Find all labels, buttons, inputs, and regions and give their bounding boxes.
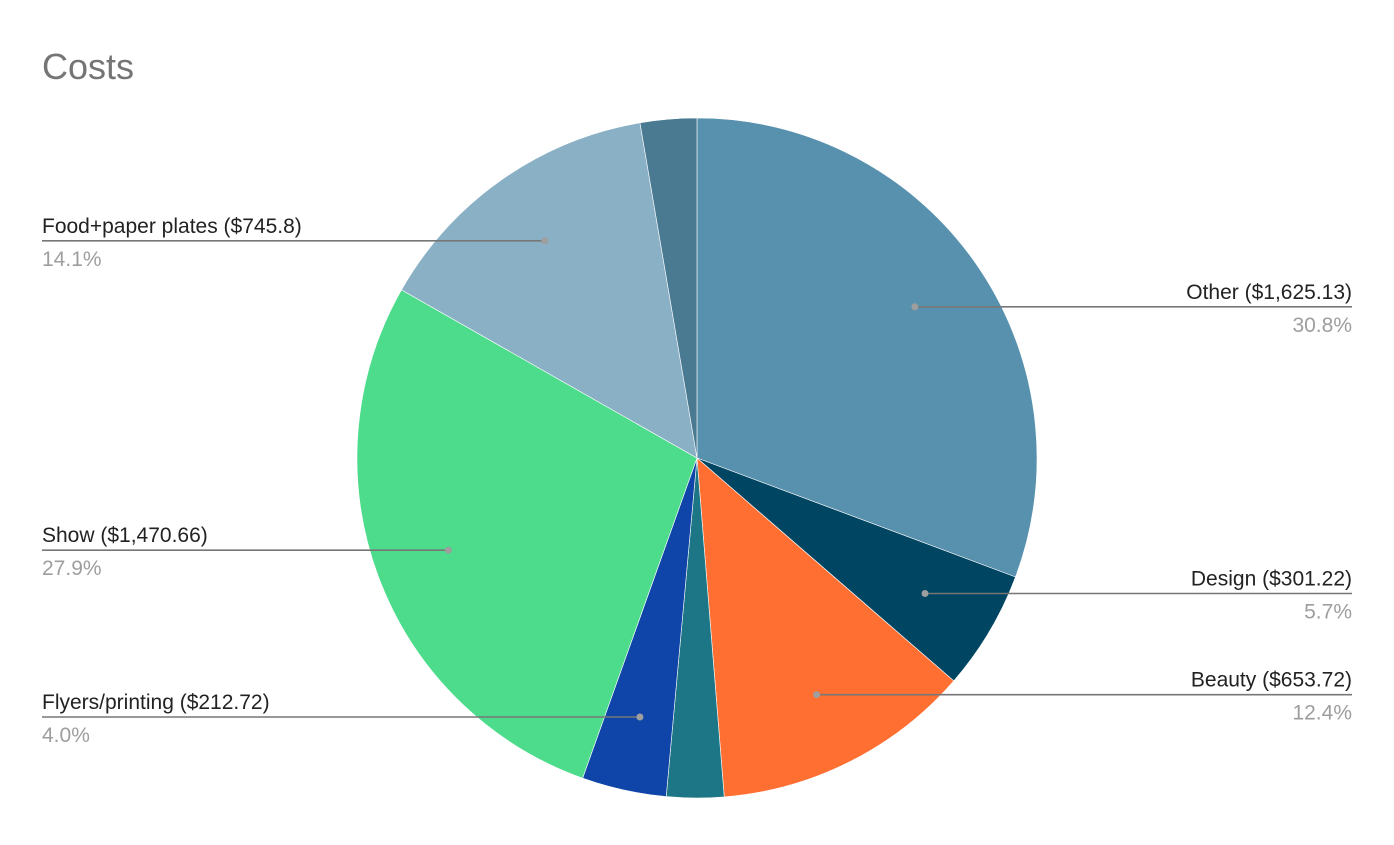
slice-label-show: Show ($1,470.66) [42,524,208,547]
leader-dot-design [921,590,929,597]
slice-percent-other: 30.8% [1292,314,1352,337]
slice-label-design: Design ($301.22) [1191,568,1352,591]
slice-label-food-paper-plates: Food+paper plates ($745.8) [42,215,302,238]
pie-slice-beauty [696,457,955,798]
leader-dot-other [911,303,919,311]
slice-percent-design: 5.7% [1304,601,1352,624]
leader-dot-flyers-printing [636,713,644,721]
slice-percent-beauty: 12.4% [1292,702,1352,725]
slice-percent-show: 27.9% [42,557,102,580]
slice-label-beauty: Beauty ($653.72) [1191,669,1352,692]
pie-slices [356,117,1038,799]
leader-dot-show [444,546,452,554]
chart-title: Costs [42,46,134,87]
slice-label-flyers-printing: Flyers/printing ($212.72) [42,691,270,714]
pie-labels: Other ($1,625.13) 30.8% Design ($301.22) 5.… [42,215,1352,747]
pie-slice-show [356,289,698,779]
leader-dot-beauty [813,691,821,699]
leader-dot-food-paper-plates [541,237,549,245]
pie-slice-other [696,117,1038,578]
pie-slice-slice-7 [639,117,698,459]
slice-percent-flyers-printing: 4.0% [42,724,90,747]
slice-percent-food-paper-plates: 14.1% [42,248,102,271]
slice-label-other: Other ($1,625.13) [1186,281,1352,304]
pie-slice-food-paper-plates [401,122,698,459]
